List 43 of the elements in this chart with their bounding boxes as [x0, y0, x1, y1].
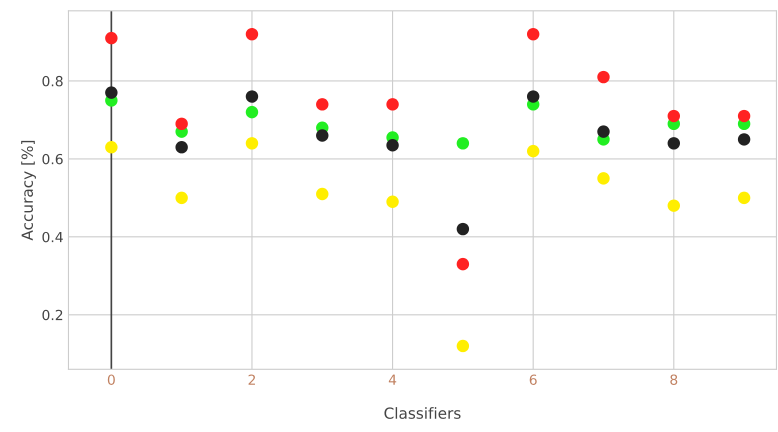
- point: [316, 129, 328, 142]
- point: [456, 222, 470, 236]
- point: [175, 118, 188, 130]
- point: [738, 133, 750, 146]
- point: [175, 192, 188, 204]
- point: [526, 90, 540, 103]
- point: [738, 110, 750, 122]
- point: [386, 139, 399, 152]
- point: [526, 28, 540, 40]
- y-tick-label: 0.6: [42, 154, 63, 164]
- y-tick-label: 0.4: [42, 232, 63, 242]
- point: [386, 196, 399, 208]
- point: [246, 28, 258, 40]
- x-tick-label: 2: [248, 374, 255, 385]
- point: [456, 258, 470, 270]
- point: [105, 140, 118, 154]
- point: [456, 137, 470, 150]
- point: [316, 98, 328, 111]
- point: [668, 137, 680, 150]
- x-tick-label: 0: [108, 374, 115, 385]
- point: [386, 98, 399, 111]
- point: [175, 140, 188, 154]
- x-tick-label: 4: [388, 374, 396, 385]
- y-tick-label: 0.8: [42, 76, 63, 86]
- point: [597, 70, 610, 84]
- point: [246, 90, 258, 103]
- x-tick-label: 6: [530, 374, 537, 385]
- point: [105, 86, 118, 99]
- point: [105, 32, 118, 44]
- y-axis-title: Accuracy [%]: [21, 140, 36, 240]
- point: [246, 137, 258, 150]
- point: [246, 106, 258, 118]
- point: [316, 188, 328, 200]
- x-tick-label: 8: [670, 374, 678, 385]
- point: [597, 125, 610, 138]
- point: [738, 192, 750, 204]
- point: [456, 340, 470, 352]
- point: [597, 172, 610, 185]
- point: [668, 110, 680, 122]
- point: [526, 144, 540, 158]
- point: [668, 199, 680, 212]
- y-tick-label: 0.2: [42, 310, 62, 320]
- x-axis-title: Classifiers: [384, 407, 461, 419]
